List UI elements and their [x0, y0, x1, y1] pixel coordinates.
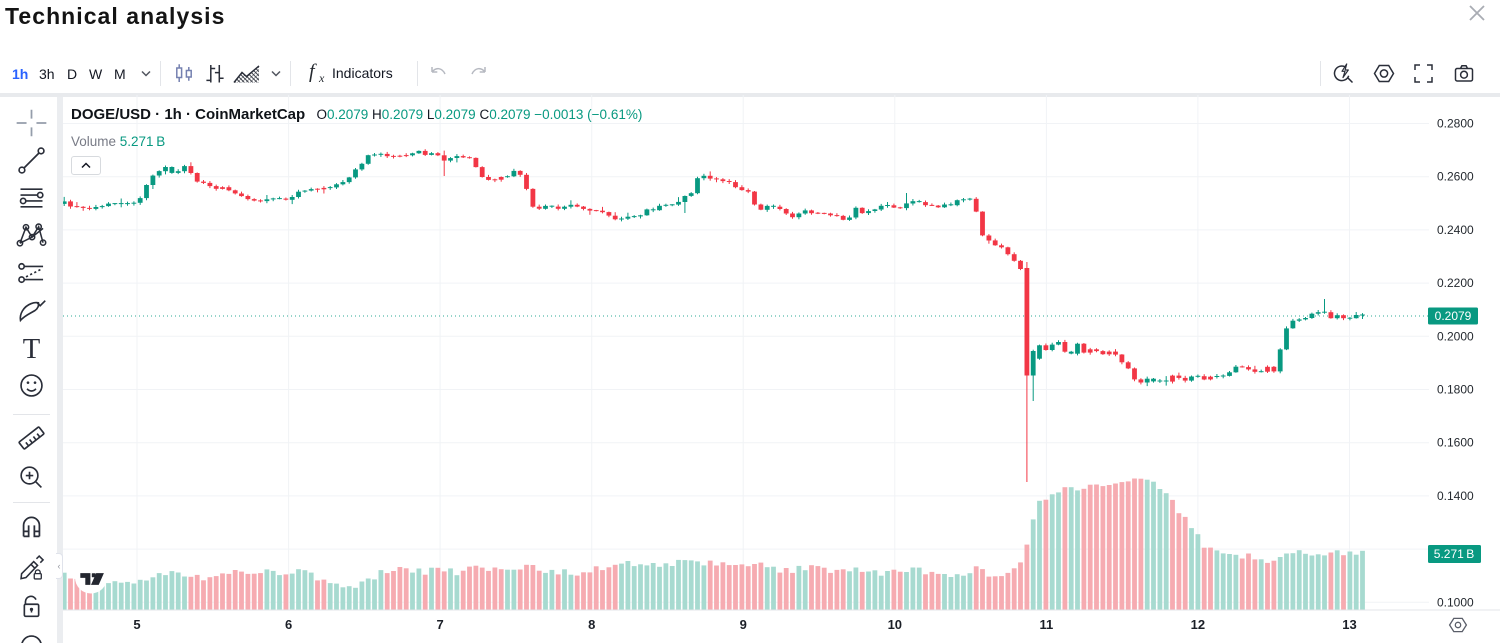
- svg-text:11: 11: [1040, 617, 1054, 632]
- svg-text:0.2000: 0.2000: [1437, 329, 1474, 343]
- svg-text:0.1600: 0.1600: [1437, 436, 1474, 450]
- svg-text:0.2200: 0.2200: [1437, 276, 1474, 290]
- svg-text:9: 9: [740, 617, 747, 632]
- svg-text:0.2600: 0.2600: [1437, 170, 1474, 184]
- svg-text:10: 10: [888, 617, 902, 632]
- svg-text:0.2400: 0.2400: [1437, 223, 1474, 237]
- svg-text:x: x: [318, 71, 325, 85]
- svg-text:f: f: [309, 61, 317, 83]
- svg-text:5.271 B: 5.271 B: [1434, 547, 1474, 561]
- svg-text:T: T: [23, 334, 40, 365]
- svg-text:0.1400: 0.1400: [1437, 489, 1474, 503]
- svg-text:0.2079: 0.2079: [1435, 309, 1472, 323]
- svg-text:12: 12: [1191, 617, 1205, 632]
- svg-text:0.1800: 0.1800: [1437, 383, 1474, 397]
- svg-text:13: 13: [1342, 617, 1356, 632]
- svg-text:7: 7: [436, 617, 443, 632]
- svg-text:0.2800: 0.2800: [1437, 117, 1474, 131]
- svg-text:5: 5: [133, 617, 140, 632]
- svg-text:0.1000: 0.1000: [1437, 595, 1474, 609]
- svg-text:6: 6: [285, 617, 292, 632]
- svg-text:8: 8: [588, 617, 595, 632]
